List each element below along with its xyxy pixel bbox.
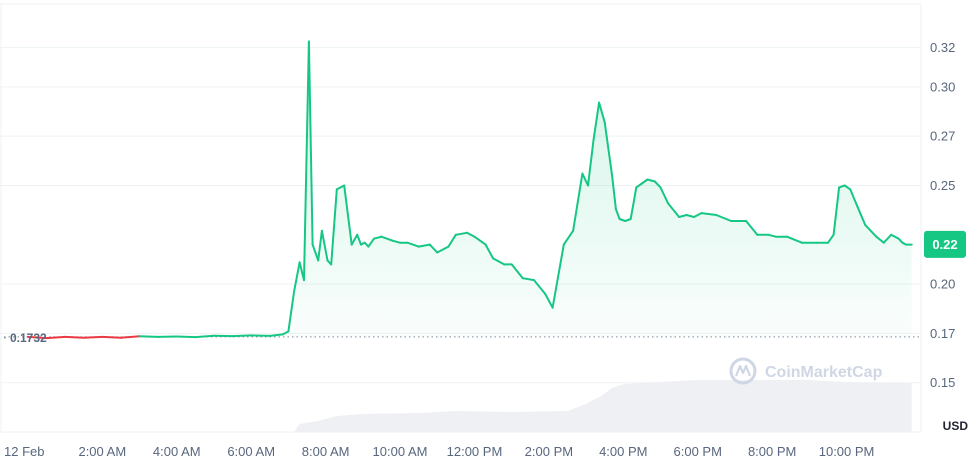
reference-tick-mark: · (3, 330, 7, 344)
y-tick-label: 0.27 (930, 129, 955, 144)
price-line-segment (195, 336, 214, 337)
reference-price-label: 0.1732 (10, 331, 47, 345)
volume-area (294, 380, 912, 432)
y-tick-label: 0.25 (930, 178, 955, 193)
x-tick-label: 8:00 PM (748, 444, 796, 459)
price-area (28, 42, 912, 337)
coinmarketcap-logo-icon (731, 359, 755, 383)
y-tick-label: 0.20 (930, 277, 955, 292)
x-tick-label: 12:00 PM (447, 444, 503, 459)
currency-label: USD (943, 419, 969, 433)
area-fill (28, 42, 912, 337)
price-line-segment (102, 337, 121, 338)
volume-bars (294, 380, 912, 432)
x-tick-label: 2:00 PM (525, 444, 573, 459)
price-line-segment (233, 335, 252, 336)
price-line-segment (84, 337, 103, 338)
watermark: CoinMarketCap (731, 359, 883, 383)
x-axis: 12 Feb 2:00 AM 4:00 AM 6:00 AM 8:00 AM 10:00 … (4, 444, 874, 459)
x-tick-label: 8:00 AM (302, 444, 350, 459)
current-price-label: 0.22 (932, 237, 957, 252)
watermark-text: CoinMarketCap (765, 364, 883, 381)
x-tick-label: 2:00 AM (78, 444, 126, 459)
price-line-segment (121, 336, 140, 337)
x-tick-label: 6:00 PM (674, 444, 722, 459)
y-tick-label: 0.30 (930, 79, 955, 94)
current-price-badge: 0.22 (924, 231, 966, 258)
y-tick-label: 0.32 (930, 40, 955, 55)
x-tick-label: 6:00 AM (227, 444, 275, 459)
y-tick-label: 0.17 (930, 326, 955, 341)
price-line-segment (140, 336, 159, 337)
x-tick-label: 10:00 PM (819, 444, 875, 459)
x-tick-label: 12 Feb (4, 444, 44, 459)
price-line-segment (251, 335, 270, 336)
price-line-segment (65, 337, 84, 338)
price-line-segment (47, 337, 66, 338)
x-tick-label: 4:00 PM (599, 444, 647, 459)
x-tick-label: 10:00 AM (373, 444, 428, 459)
y-axis: 0.32 0.30 0.27 0.25 0.20 0.17 0.15 (930, 40, 955, 390)
price-line-segment (177, 337, 196, 338)
reference-marker: · 0.1732 (3, 330, 47, 345)
x-tick-label: 4:00 AM (153, 444, 201, 459)
y-tick-label: 0.15 (930, 375, 955, 390)
